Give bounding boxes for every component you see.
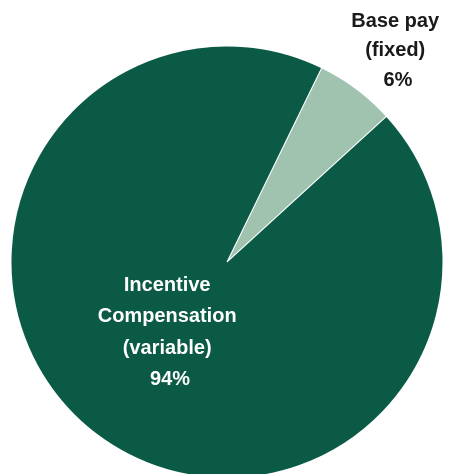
slice-label-base-pay-line1: Base pay — [351, 10, 440, 32]
slice-label-incentive-line3: (variable) — [123, 337, 212, 359]
slice-value-incentive: 94% — [150, 368, 190, 390]
slice-label-base-pay-line2: (fixed) — [365, 39, 425, 61]
slice-value-base-pay: 6% — [384, 69, 413, 91]
slice-label-incentive-line1: Incentive — [124, 274, 211, 296]
slice-label-incentive: Incentive Compensation (variable) 94% — [98, 274, 242, 390]
slice-label-base-pay: Base pay (fixed) 6% — [351, 10, 444, 91]
slice-incentive — [10, 45, 444, 474]
slice-label-incentive-line2: Compensation — [98, 305, 237, 327]
pie-slices — [10, 45, 444, 474]
